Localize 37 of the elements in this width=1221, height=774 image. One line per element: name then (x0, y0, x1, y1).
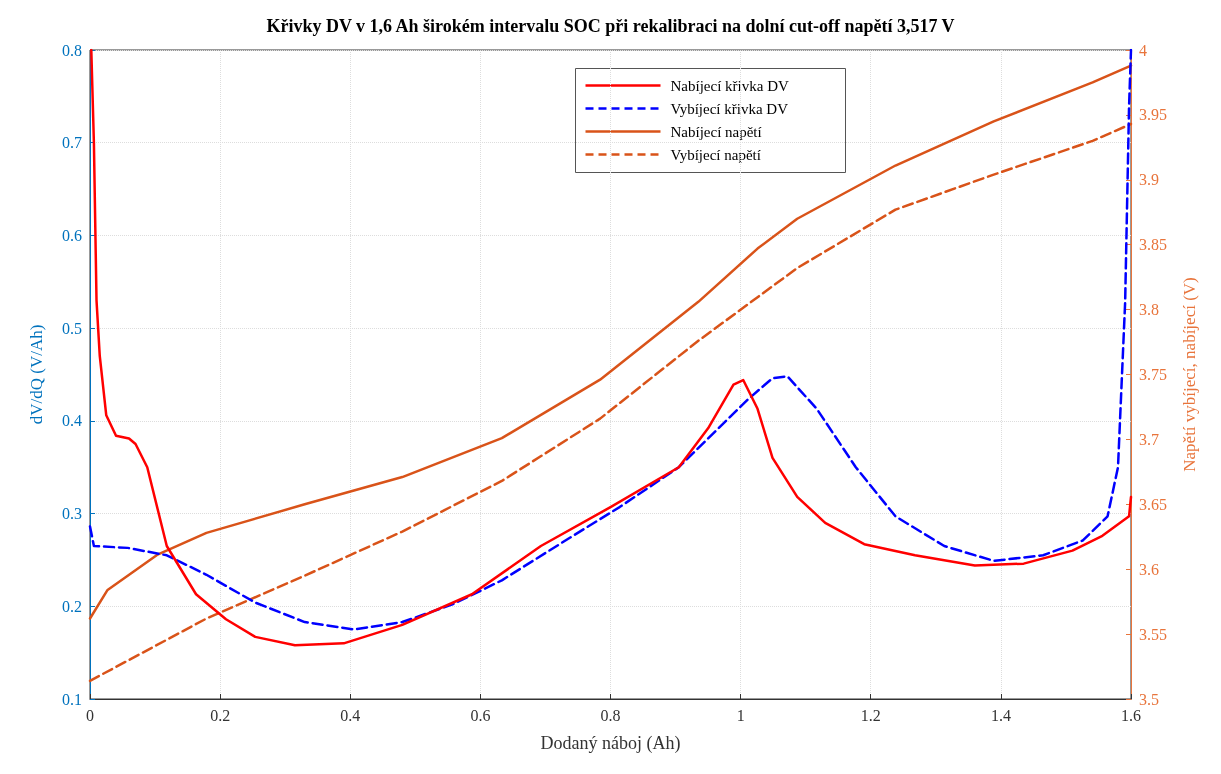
y2-tick-label: 3.9 (1139, 171, 1159, 189)
x-tick-label: 0.2 (210, 706, 231, 724)
x-tick-label: 0.6 (470, 706, 491, 724)
y2-tick-label: 3.7 (1139, 430, 1159, 448)
x-tick-label: 0.8 (600, 706, 621, 724)
y2-tick-label: 3.65 (1139, 495, 1167, 513)
x-axis-title: Dodaný náboj (Ah) (540, 733, 681, 754)
y2-tick-label: 3.8 (1139, 301, 1159, 319)
x-tick-label: 0.4 (340, 706, 361, 724)
y2-axis-title: Napětí vybíjecí, nabíjecí (V) (1180, 277, 1199, 472)
x-tick-label: 0 (86, 706, 94, 724)
y2-tick-label: 3.6 (1139, 560, 1159, 578)
y-tick-label: 0.7 (62, 134, 82, 152)
y2-tick-label: 3.5 (1139, 690, 1159, 708)
y2-tick-label: 3.55 (1139, 625, 1167, 643)
y2-tick-label: 4 (1139, 41, 1147, 59)
y2-tick-label: 3.95 (1139, 106, 1167, 124)
chart-title: Křivky DV v 1,6 Ah širokém intervalu SOC při rekalibraci na dolní cut-off napětí 3,517 V (266, 16, 955, 36)
x-tick-label: 1.2 (860, 706, 881, 724)
y2-tick-label: 3.85 (1139, 236, 1167, 254)
legend-label: Vybíjecí křivka DV (670, 100, 789, 117)
y-tick-label: 0.2 (62, 597, 82, 615)
x-tick-label: 1.6 (1121, 706, 1141, 724)
y-axis-title: dV/dQ (V/Ah) (27, 324, 46, 425)
y-tick-label: 0.4 (62, 412, 82, 430)
legend-label: Vybíjecí napětí (670, 146, 761, 163)
y-tick-label: 0.1 (62, 690, 82, 708)
y2-tick-label: 3.75 (1139, 366, 1167, 383)
x-tick-label: 1 (736, 706, 745, 724)
legend-label: Nabíjecí křivka DV (670, 77, 789, 94)
y-tick-label: 0.3 (62, 505, 82, 523)
y-tick-label: 0.8 (62, 41, 82, 59)
y-tick-label: 0.6 (62, 226, 82, 244)
x-tick-label: 1.4 (990, 706, 1011, 724)
legend-label: Nabíjecí napětí (670, 123, 762, 140)
line-series (88, 122, 1133, 683)
y-tick-label: 0.5 (62, 319, 82, 337)
